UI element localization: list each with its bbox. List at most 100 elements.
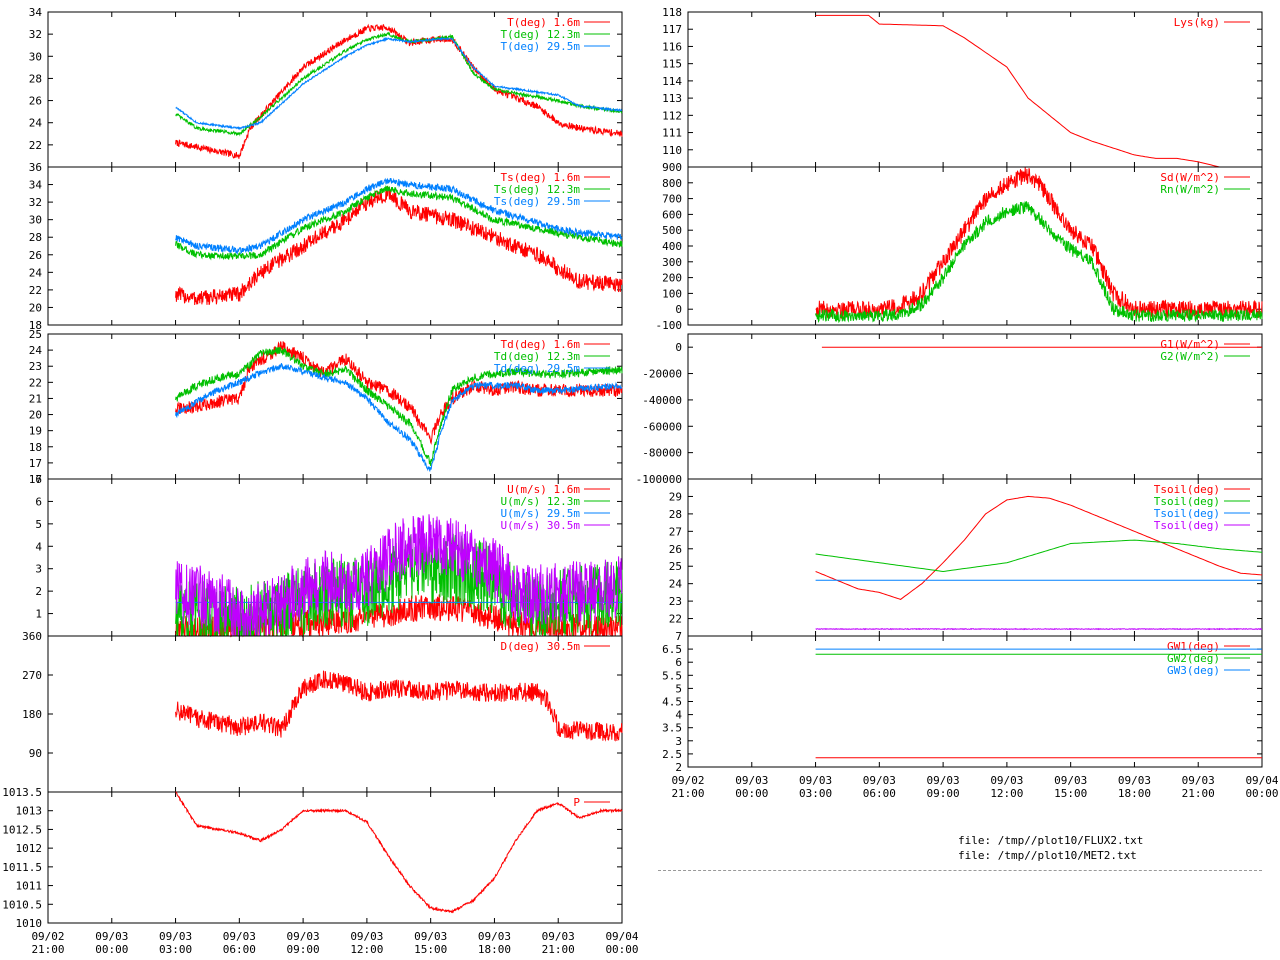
ytick-label: 25 bbox=[29, 328, 42, 341]
ytick-label: 30 bbox=[29, 214, 42, 227]
ytick-label: 28 bbox=[29, 72, 42, 85]
xtick-label-date: 09/03 bbox=[159, 930, 192, 943]
ytick-label: 30 bbox=[29, 50, 42, 63]
ytick-label: 114 bbox=[662, 75, 682, 88]
series-line-T-2 bbox=[175, 36, 623, 131]
series-line-Tsoil-3 bbox=[815, 627, 1263, 631]
ytick-label: 22 bbox=[669, 613, 682, 626]
legend-label: T(deg) 29.5m bbox=[501, 40, 581, 53]
ytick-label: 1012 bbox=[16, 842, 43, 855]
xtick-label-date: 09/03 bbox=[478, 930, 511, 943]
xtick-label-time: 18:00 bbox=[1118, 787, 1151, 800]
series-line-Td-2 bbox=[175, 363, 623, 472]
ytick-label: 0 bbox=[675, 303, 682, 316]
xtick-label-time: 00:00 bbox=[605, 943, 638, 956]
ytick-label: 90 bbox=[29, 747, 42, 760]
ytick-label: 24 bbox=[669, 578, 683, 591]
ytick-label: 22 bbox=[29, 139, 42, 152]
legend-label: G1(W/m^2) bbox=[1160, 338, 1220, 351]
plot-frame-P bbox=[47, 791, 623, 924]
series-line-U-3 bbox=[175, 514, 623, 637]
ytick-label: 24 bbox=[29, 266, 43, 279]
ytick-label: 3 bbox=[35, 563, 42, 576]
ytick-label: 20 bbox=[29, 409, 42, 422]
legend-label: Td(deg) 12.3m bbox=[494, 350, 580, 363]
legend-label: Td(deg) 29.5m bbox=[494, 362, 580, 375]
ytick-label: 27 bbox=[669, 525, 682, 538]
legend-label: Tsoil(deg) bbox=[1154, 483, 1220, 496]
ytick-label: -100 bbox=[656, 319, 683, 332]
legend-label: Sd(W/m^2) bbox=[1160, 171, 1220, 184]
legend-label: T(deg) 1.6m bbox=[507, 16, 580, 29]
legend-label: GW1(deg) bbox=[1167, 640, 1220, 653]
xtick-label-time: 03:00 bbox=[159, 943, 192, 956]
xtick-label-time: 12:00 bbox=[990, 787, 1023, 800]
legend-label: U(m/s) 29.5m bbox=[501, 507, 581, 520]
series-line-Tsoil-1 bbox=[815, 539, 1263, 573]
ytick-label: 116 bbox=[662, 40, 682, 53]
ytick-label: 16 bbox=[29, 473, 42, 486]
ytick-label: 600 bbox=[662, 208, 682, 221]
xtick-label-date: 09/03 bbox=[927, 774, 960, 787]
xtick-label-date: 09/02 bbox=[671, 774, 704, 787]
legend-label: Tsoil(deg) bbox=[1154, 495, 1220, 508]
xtick-label-time: 00:00 bbox=[735, 787, 768, 800]
ytick-label: 111 bbox=[662, 127, 682, 140]
ytick-label: 180 bbox=[22, 708, 42, 721]
ytick-label: 1012.5 bbox=[2, 823, 42, 836]
ytick-label: 22 bbox=[29, 284, 42, 297]
ytick-label: 29 bbox=[669, 490, 682, 503]
xtick-label-date: 09/03 bbox=[799, 774, 832, 787]
xtick-label-time: 03:00 bbox=[799, 787, 832, 800]
xtick-label-date: 09/04 bbox=[605, 930, 638, 943]
series-line-Sd-1 bbox=[815, 200, 1263, 324]
xtick-label-date: 09/03 bbox=[735, 774, 768, 787]
xtick-label-date: 09/03 bbox=[414, 930, 447, 943]
xtick-label-date: 09/03 bbox=[350, 930, 383, 943]
ytick-label: 360 bbox=[22, 630, 42, 643]
ytick-label: 28 bbox=[669, 508, 682, 521]
legend-label: G2(W/m^2) bbox=[1160, 350, 1220, 363]
ytick-label: 1010 bbox=[16, 917, 43, 930]
legend-label: Rn(W/m^2) bbox=[1160, 183, 1220, 196]
ytick-label: 118 bbox=[662, 6, 682, 19]
legend-label: U(m/s) 1.6m bbox=[507, 483, 580, 496]
series-line-Lys-0 bbox=[815, 14, 1262, 168]
legend-label: Ts(deg) 12.3m bbox=[494, 183, 580, 196]
ytick-label: -100000 bbox=[636, 473, 682, 486]
series-line-D-0 bbox=[175, 670, 623, 742]
xtick-label-date: 09/04 bbox=[1245, 774, 1278, 787]
ytick-label: 22 bbox=[29, 376, 42, 389]
ytick-label: 110 bbox=[662, 144, 682, 157]
series-line-Ts-0 bbox=[175, 186, 623, 306]
ytick-label: 5.5 bbox=[662, 669, 682, 682]
ytick-label: 700 bbox=[662, 193, 682, 206]
ytick-label: 270 bbox=[22, 669, 42, 682]
legend-label: GW3(deg) bbox=[1167, 664, 1220, 677]
ytick-label: 3 bbox=[675, 735, 682, 748]
ytick-label: 34 bbox=[29, 6, 43, 19]
ytick-label: 20 bbox=[29, 301, 42, 314]
divider-line bbox=[658, 870, 1262, 871]
ytick-label: 3.5 bbox=[662, 722, 682, 735]
legend-label: Lys(kg) bbox=[1174, 16, 1220, 29]
series-line-Tsoil-0 bbox=[815, 495, 1263, 600]
xtick-label-date: 09/03 bbox=[990, 774, 1023, 787]
ytick-label: -40000 bbox=[642, 394, 682, 407]
ytick-label: 200 bbox=[662, 272, 682, 285]
xtick-label-time: 21:00 bbox=[671, 787, 704, 800]
ytick-label: 115 bbox=[662, 58, 682, 71]
legend-label: U(m/s) 30.5m bbox=[501, 519, 581, 532]
ytick-label: 2 bbox=[675, 761, 682, 774]
xtick-label-date: 09/03 bbox=[1118, 774, 1151, 787]
xtick-label-time: 06:00 bbox=[863, 787, 896, 800]
ytick-label: 26 bbox=[29, 95, 42, 108]
ytick-label: 26 bbox=[29, 249, 42, 262]
ytick-label: 1011.5 bbox=[2, 861, 42, 874]
ytick-label: 24 bbox=[29, 117, 43, 130]
xtick-label-date: 09/03 bbox=[542, 930, 575, 943]
ytick-label: 7 bbox=[35, 473, 42, 486]
ytick-label: 1010.5 bbox=[2, 898, 42, 911]
ytick-label: -20000 bbox=[642, 368, 682, 381]
